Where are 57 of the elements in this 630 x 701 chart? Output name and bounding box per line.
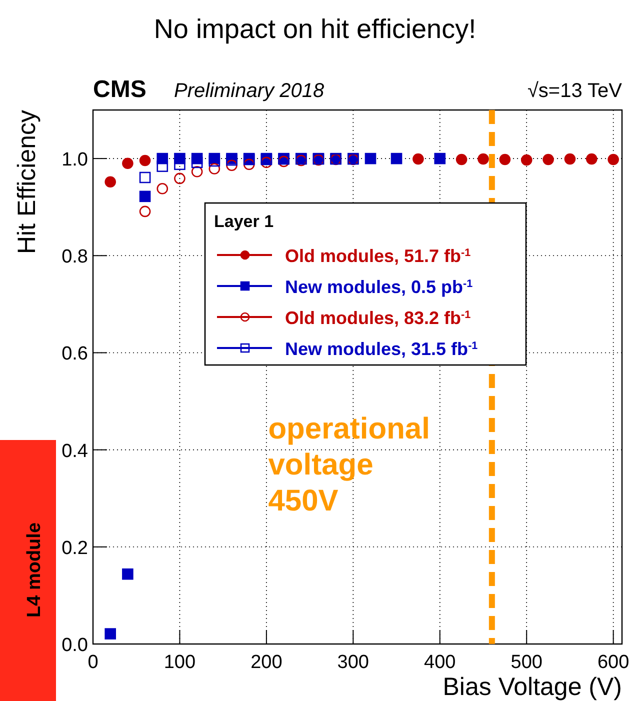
point: [226, 160, 238, 171]
text: CMS: [93, 76, 146, 103]
chart-title: No impact on hit efficiency!: [154, 14, 476, 44]
x-tick-label: 500: [510, 652, 542, 673]
x-tick-label: 100: [164, 652, 196, 673]
point: [208, 163, 220, 174]
legend-label: New modules, 0.5 pb$^{-1}$: [285, 277, 473, 297]
y-tick-label: 0.4: [62, 440, 88, 462]
point: [520, 154, 532, 166]
point: [156, 160, 168, 172]
text: Preliminary 2018: [174, 80, 324, 102]
point: [564, 153, 576, 165]
point: [104, 176, 116, 188]
point: [139, 154, 151, 166]
y-tick-label: 0.6: [62, 344, 88, 365]
x-tick-label: 400: [424, 652, 456, 673]
point: [278, 156, 290, 168]
legend-label: Old modules, 83.2 fb$^{-1}$: [285, 308, 471, 328]
point: [191, 166, 203, 178]
point: [139, 172, 151, 184]
point: [260, 156, 272, 168]
x-axis-title: Bias Voltage (V): [442, 673, 622, 701]
y-tick-label: 0.8: [62, 246, 88, 268]
point: [191, 156, 203, 168]
legend-label: New modules, 31.5 fb$^{-1}$: [285, 339, 478, 359]
point: [390, 152, 402, 164]
point: [243, 158, 255, 170]
text: √s=13 TeV: [527, 80, 623, 102]
y-axis-title: Hit Efficiency: [13, 110, 41, 254]
y-tick-label: 0.2: [62, 538, 88, 559]
point: [478, 153, 489, 165]
x-tick-label: 300: [337, 652, 370, 673]
point: [434, 152, 446, 164]
point: [499, 154, 511, 166]
y-tick-label: 1.0: [62, 150, 88, 171]
point: [208, 155, 220, 167]
module-photo: L4 module: [0, 440, 56, 701]
point: [122, 158, 134, 170]
y-tick-label: 0.0: [62, 635, 88, 656]
point: [104, 628, 116, 640]
point: [456, 154, 468, 166]
point: [412, 153, 424, 165]
point: [139, 206, 151, 218]
point: [542, 154, 554, 166]
x-tick-label: 200: [250, 652, 282, 673]
point: [586, 153, 598, 165]
annotation: operational voltage 450V: [268, 412, 430, 518]
point: [122, 568, 134, 580]
x-tick-label: 600: [597, 652, 630, 673]
x-tick-label: 0: [88, 652, 98, 673]
point: [174, 172, 186, 184]
point: [156, 182, 168, 194]
point: [364, 152, 376, 164]
point: [608, 154, 619, 166]
legend-label: Old modules, 51.7 fb$^{-1}$: [285, 246, 471, 266]
point: [139, 190, 151, 202]
legend-title: Layer 1: [214, 212, 274, 231]
